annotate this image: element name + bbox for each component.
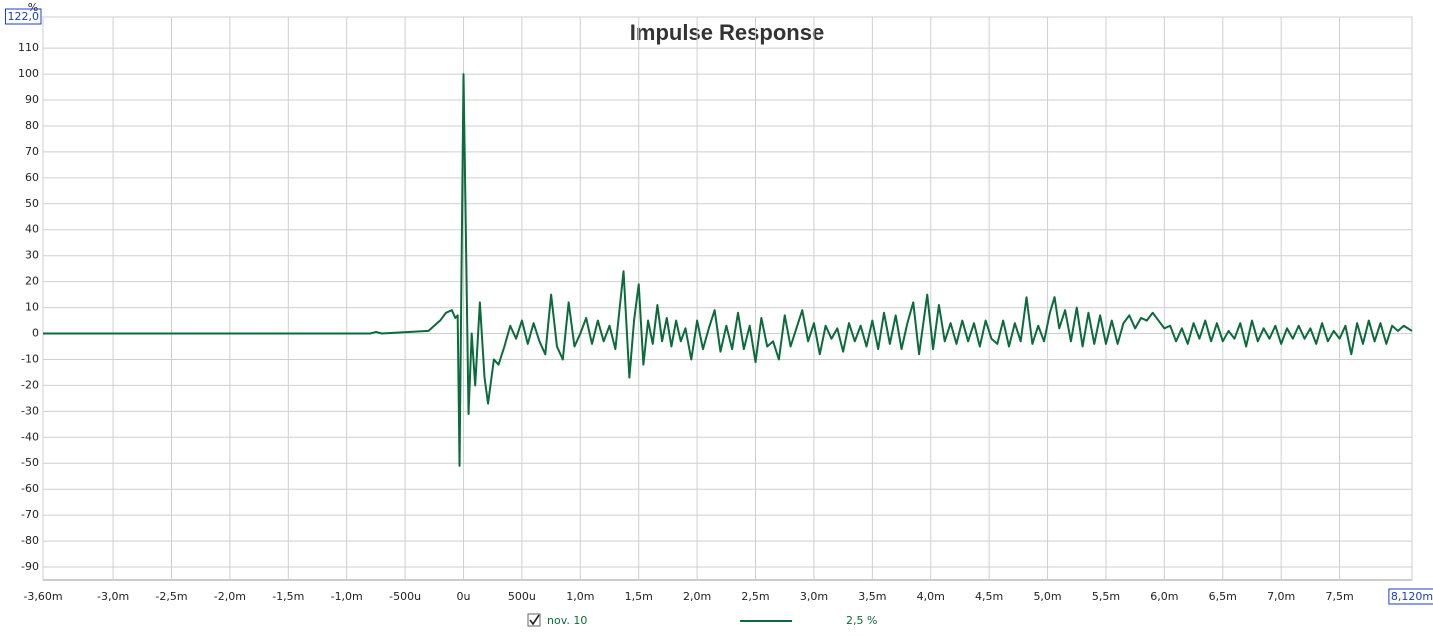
x-tick-label: 6,0m (1150, 590, 1178, 603)
x-tick-label: 1,5m (625, 590, 653, 603)
y-tick-label: 80 (25, 119, 39, 132)
x-tick-label: 5,5m (1092, 590, 1120, 603)
limit-box (5, 8, 42, 25)
x-tick-label: -2,0m (214, 590, 246, 603)
legend-note: 2,5 % (846, 614, 877, 627)
x-tick-label: 7,5m (1325, 590, 1353, 603)
check-mark (529, 614, 540, 626)
plot-area (42, 16, 1413, 581)
y-unit: % (28, 1, 38, 14)
y-tick-label: -40 (21, 430, 39, 443)
x-tick-label: 3,5m (858, 590, 886, 603)
y-tick-label: -70 (21, 508, 39, 521)
y-tick-label: 122,0 (8, 10, 40, 23)
series-line (43, 73, 1413, 467)
x-tick-label: 2,5m (741, 590, 769, 603)
y-tick-label: -20 (21, 378, 39, 391)
y-tick-label: 30 (25, 249, 39, 262)
x-tick-label: 500u (508, 590, 536, 603)
x-tick-label: 7,0m (1267, 590, 1295, 603)
y-tick-label: 110 (18, 41, 39, 54)
y-tick-label: -30 (21, 404, 39, 417)
x-tick-label: 8,120m (1391, 590, 1433, 603)
y-tick-label: 40 (25, 223, 39, 236)
y-tick-label: -50 (21, 456, 39, 469)
y-tick-label: 0 (32, 327, 39, 340)
x-tick-label: -3,60m (23, 590, 62, 603)
x-tick-label: 5,0m (1033, 590, 1061, 603)
y-tick-label: 90 (25, 93, 39, 106)
y-tick-label: 60 (25, 171, 39, 184)
x-tick-label: 2,0m (683, 590, 711, 603)
y-tick-label: 70 (25, 145, 39, 158)
y-tick-label: -60 (21, 482, 39, 495)
x-tick-label: -2,5m (155, 590, 187, 603)
chart-title: Impulse Response (630, 20, 824, 45)
x-tick-label: -500u (389, 590, 421, 603)
y-tick-label: -10 (21, 352, 39, 365)
y-tick-label: 50 (25, 197, 39, 210)
y-tick-label: -80 (21, 534, 39, 547)
y-tick-label: -90 (21, 560, 39, 573)
y-tick-label: 100 (18, 67, 39, 80)
x-tick-label: -1,5m (272, 590, 304, 603)
x-tick-label: -1,0m (331, 590, 363, 603)
x-tick-label: 4,0m (917, 590, 945, 603)
x-tick-label: 6,5m (1209, 590, 1237, 603)
x-tick-label: 4,5m (975, 590, 1003, 603)
y-tick-label: 20 (25, 275, 39, 288)
y-tick-label: 10 (25, 301, 39, 314)
legend-label: nov. 10 (547, 614, 587, 627)
x-tick-label: 0u (457, 590, 471, 603)
x-tick-label: 1,0m (566, 590, 594, 603)
x-tick-label: -3,0m (97, 590, 129, 603)
x-tick-label: 3,0m (800, 590, 828, 603)
limit-box (1388, 588, 1433, 605)
